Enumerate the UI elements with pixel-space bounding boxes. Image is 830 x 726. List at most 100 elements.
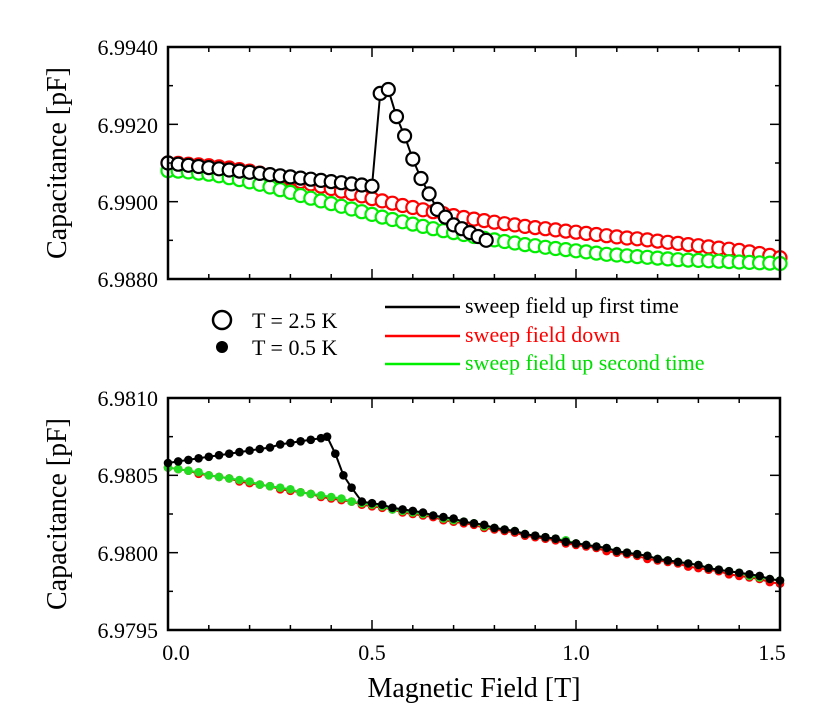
top-ytick-label-3: 6.9940 xyxy=(98,35,159,60)
bottom-point-sweep-field-up-first-time xyxy=(520,529,530,539)
xtick-label-3: 1.5 xyxy=(758,640,786,665)
top-point-sweep-field-up-first-time xyxy=(478,232,494,248)
bottom-point-sweep-field-up-second-time xyxy=(347,497,356,506)
bottom-point-sweep-field-up-first-time xyxy=(286,438,295,448)
bottom-point-sweep-field-up-first-time xyxy=(347,483,356,493)
bottom-point-sweep-field-up-first-time xyxy=(632,549,642,559)
bottom-point-sweep-field-up-second-time xyxy=(337,494,346,503)
bottom-point-sweep-field-up-first-time xyxy=(479,520,489,530)
top-point-sweep-field-up-first-time xyxy=(413,170,429,187)
bottom-point-sweep-field-up-first-time xyxy=(683,559,693,568)
bottom-point-sweep-field-up-second-time xyxy=(194,467,203,477)
bottom-point-sweep-field-up-second-time xyxy=(326,492,336,502)
xtick-label-2: 1.0 xyxy=(562,640,590,665)
bottom-point-sweep-field-up-first-time xyxy=(490,523,499,533)
bottom-point-sweep-field-up-first-time xyxy=(224,449,234,459)
bottom-ytick-label-0: 6.9795 xyxy=(98,618,159,643)
bottom-point-sweep-field-up-second-time xyxy=(173,464,183,474)
bottom-panel: 6.9810 6.9805 6.9800 6.9795 0.0 0.5 1.0 … xyxy=(42,386,786,704)
top-ytick-label-1: 6.9900 xyxy=(98,190,159,215)
legend-label-up-first: sweep field up first time xyxy=(465,293,679,318)
bottom-point-sweep-field-up-first-time xyxy=(500,525,509,534)
top-ytick-label-0: 6.9880 xyxy=(98,267,159,292)
bottom-point-sweep-field-up-first-time xyxy=(612,546,622,556)
top-point-sweep-field-up-first-time xyxy=(380,81,396,98)
bottom-ytick-label-3: 6.9810 xyxy=(98,386,159,411)
bottom-point-sweep-field-up-first-time xyxy=(339,471,348,480)
bottom-point-sweep-field-up-first-time xyxy=(214,450,224,460)
bottom-point-sweep-field-up-first-time xyxy=(306,435,316,445)
legend-filled-circle-marker xyxy=(216,341,228,353)
legend-temperature-low: T = 0.5 K xyxy=(252,335,337,360)
bottom-point-sweep-field-up-first-time xyxy=(377,500,387,510)
bottom-point-sweep-field-up-first-time xyxy=(322,432,332,442)
xlabel: Magnetic Field [T] xyxy=(367,673,580,704)
bottom-point-sweep-field-up-first-time xyxy=(418,508,428,517)
bottom-point-sweep-field-up-first-time xyxy=(367,498,377,508)
top-point-sweep-field-up-first-time xyxy=(421,186,437,202)
top-point-sweep-field-up-first-time xyxy=(397,128,413,144)
bottom-point-sweep-field-up-first-time xyxy=(602,543,611,553)
legend: T = 2.5 K T = 0.5 K sweep field up first… xyxy=(211,293,705,375)
bottom-point-sweep-field-up-first-time xyxy=(184,455,193,465)
bottom-point-sweep-field-up-first-time xyxy=(235,447,244,457)
bottom-point-sweep-field-up-first-time xyxy=(265,443,275,452)
top-point-sweep-field-up-first-time xyxy=(364,178,380,194)
bottom-point-sweep-field-up-first-time xyxy=(469,519,479,528)
bottom-point-sweep-field-up-first-time xyxy=(530,531,540,540)
bottom-point-sweep-field-up-first-time xyxy=(388,503,397,513)
bottom-point-sweep-field-up-first-time xyxy=(745,570,754,579)
bottom-point-sweep-field-up-first-time xyxy=(663,556,673,565)
bottom-point-sweep-field-up-first-time xyxy=(510,526,520,536)
bottom-point-sweep-field-up-first-time xyxy=(622,548,632,557)
bottom-point-sweep-field-up-first-time xyxy=(296,437,305,446)
bottom-point-sweep-field-up-first-time xyxy=(428,511,438,520)
bottom-point-sweep-field-up-second-time xyxy=(255,480,265,489)
bottom-point-sweep-field-up-first-time xyxy=(541,532,550,542)
bottom-point-sweep-field-up-first-time xyxy=(724,566,734,576)
bottom-point-sweep-field-up-first-time xyxy=(245,446,254,455)
top-series-group xyxy=(160,81,788,272)
bottom-ylabel: Capacitance [pF] xyxy=(42,418,73,610)
bottom-point-sweep-field-up-second-time xyxy=(204,471,214,480)
legend-open-circle-marker xyxy=(211,309,233,331)
bottom-point-sweep-field-up-first-time xyxy=(439,512,448,522)
bottom-point-sweep-field-up-first-time xyxy=(592,542,601,551)
bottom-point-sweep-field-up-first-time xyxy=(581,540,591,550)
bottom-series-group xyxy=(163,432,785,588)
bottom-ytick-label-2: 6.9805 xyxy=(98,463,159,488)
legend-temperature-high: T = 2.5 K xyxy=(252,308,337,333)
bottom-point-sweep-field-up-first-time xyxy=(459,517,469,526)
xtick-label-1: 0.5 xyxy=(358,640,386,665)
bottom-point-sweep-field-up-first-time xyxy=(173,457,183,466)
bottom-point-sweep-field-up-first-time xyxy=(673,557,683,567)
bottom-point-sweep-field-up-first-time xyxy=(755,571,764,581)
bottom-point-sweep-field-up-first-time xyxy=(408,506,418,516)
bottom-series-sweep-field-up-first-time xyxy=(163,432,785,585)
bottom-point-sweep-field-up-first-time xyxy=(331,449,340,459)
bottom-point-sweep-field-up-second-time xyxy=(235,475,244,485)
top-ytick-label-2: 6.9920 xyxy=(98,113,159,138)
bottom-point-sweep-field-up-first-time xyxy=(204,452,214,462)
bottom-point-sweep-field-up-first-time xyxy=(734,568,744,578)
top-series-sweep-field-up-first-time xyxy=(160,81,494,248)
bottom-plot-frame xyxy=(166,396,782,632)
bottom-point-sweep-field-up-first-time xyxy=(694,560,703,570)
legend-label-down: sweep field down xyxy=(465,322,620,347)
bottom-point-sweep-field-up-first-time xyxy=(643,551,652,561)
xtick-label-0: 0.0 xyxy=(162,640,190,665)
bottom-point-sweep-field-up-first-time xyxy=(561,537,571,547)
bottom-point-sweep-field-up-first-time xyxy=(398,505,407,514)
bottom-point-sweep-field-up-second-time xyxy=(286,485,295,494)
bottom-point-sweep-field-up-first-time xyxy=(653,554,662,564)
bottom-point-sweep-field-up-first-time xyxy=(194,454,203,463)
bottom-point-sweep-field-up-second-time xyxy=(265,481,275,491)
bottom-line-sweep-field-up-first-time xyxy=(167,435,781,582)
top-ticks-group xyxy=(167,46,781,280)
legend-label-up-second: sweep field up second time xyxy=(465,350,705,375)
bottom-point-sweep-field-up-second-time xyxy=(224,474,234,483)
bottom-ytick-label-1: 6.9800 xyxy=(98,541,159,566)
bottom-point-sweep-field-up-second-time xyxy=(296,488,305,497)
bottom-point-sweep-field-up-first-time xyxy=(571,539,581,548)
bottom-point-sweep-field-up-second-time xyxy=(316,491,326,500)
